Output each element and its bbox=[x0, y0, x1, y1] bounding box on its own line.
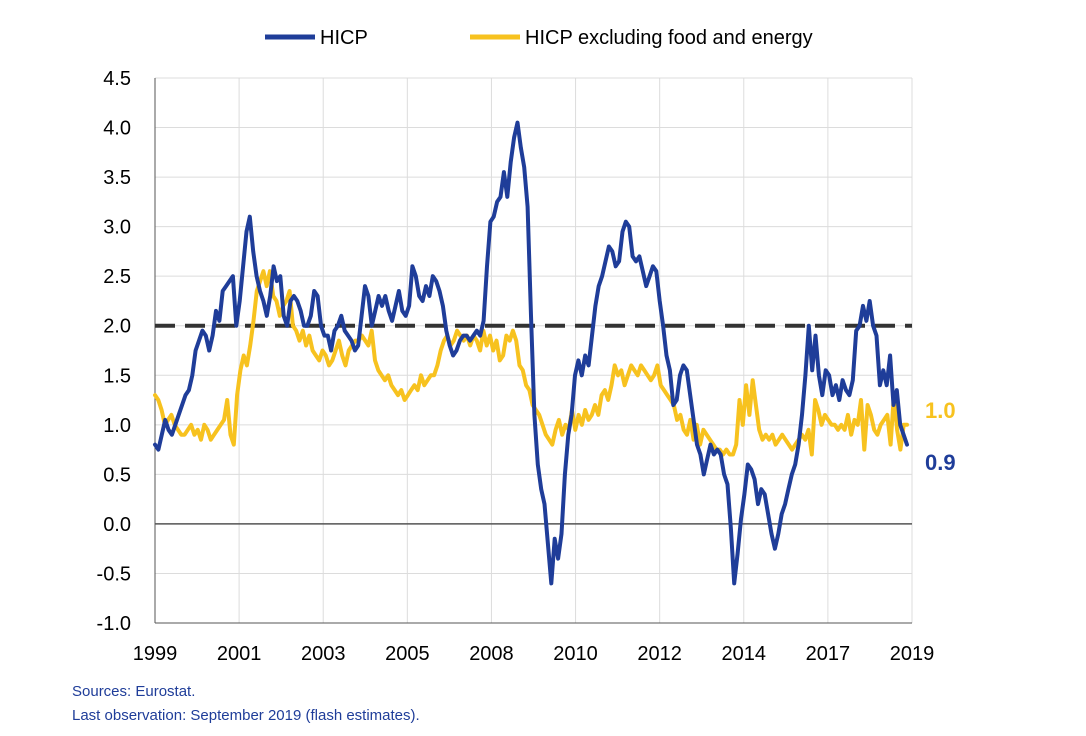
x-tick-label: 2014 bbox=[722, 643, 767, 665]
end-value-label: 1.0 bbox=[925, 398, 956, 423]
x-tick-label: 2010 bbox=[553, 643, 598, 665]
legend-label: HICP excluding food and energy bbox=[525, 27, 813, 49]
sources-note: Sources: Eurostat. bbox=[72, 683, 196, 700]
y-tick-label: 2.5 bbox=[103, 266, 131, 288]
y-axis-ticks: 4.5 4.0 3.5 3.0 2.5 2.0 1.5 1.0 0.5 0.0 -0.5 -1.0 bbox=[97, 68, 131, 635]
x-tick-label: 2012 bbox=[637, 643, 682, 665]
x-tick-label: 2008 bbox=[469, 643, 514, 665]
x-tick-label: 2001 bbox=[217, 643, 262, 665]
series-line-hicp-core bbox=[153, 269, 909, 457]
x-axis-ticks: 1999 2001 2003 2005 2008 2010 2012 2014 2017 2019 bbox=[133, 643, 935, 665]
series-line-hicp bbox=[153, 120, 909, 586]
y-tick-label: 0.5 bbox=[103, 464, 131, 486]
y-tick-label: 1.5 bbox=[103, 365, 131, 387]
legend-label: HICP bbox=[320, 27, 368, 49]
series-group bbox=[153, 120, 909, 586]
y-tick-label: -1.0 bbox=[97, 613, 131, 635]
end-value-label: 0.9 bbox=[925, 450, 956, 475]
end-labels: 0.9 1.0 bbox=[925, 398, 956, 475]
last-observation-note: Last observation: September 2019 (flash … bbox=[72, 707, 420, 724]
y-tick-label: -0.5 bbox=[97, 563, 131, 585]
x-tick-label: 1999 bbox=[133, 643, 178, 665]
x-tick-label: 2005 bbox=[385, 643, 430, 665]
x-tick-label: 2017 bbox=[806, 643, 851, 665]
x-tick-label: 2019 bbox=[890, 643, 935, 665]
y-tick-label: 3.5 bbox=[103, 167, 131, 189]
y-tick-label: 1.0 bbox=[103, 415, 131, 437]
y-tick-label: 4.5 bbox=[103, 68, 131, 90]
x-tick-label: 2003 bbox=[301, 643, 346, 665]
y-tick-label: 3.0 bbox=[103, 217, 131, 239]
legend: HICP HICP excluding food and energy bbox=[265, 27, 813, 49]
y-tick-label: 4.0 bbox=[103, 118, 131, 140]
y-tick-label: 0.0 bbox=[103, 514, 131, 536]
y-tick-label: 2.0 bbox=[103, 316, 131, 338]
